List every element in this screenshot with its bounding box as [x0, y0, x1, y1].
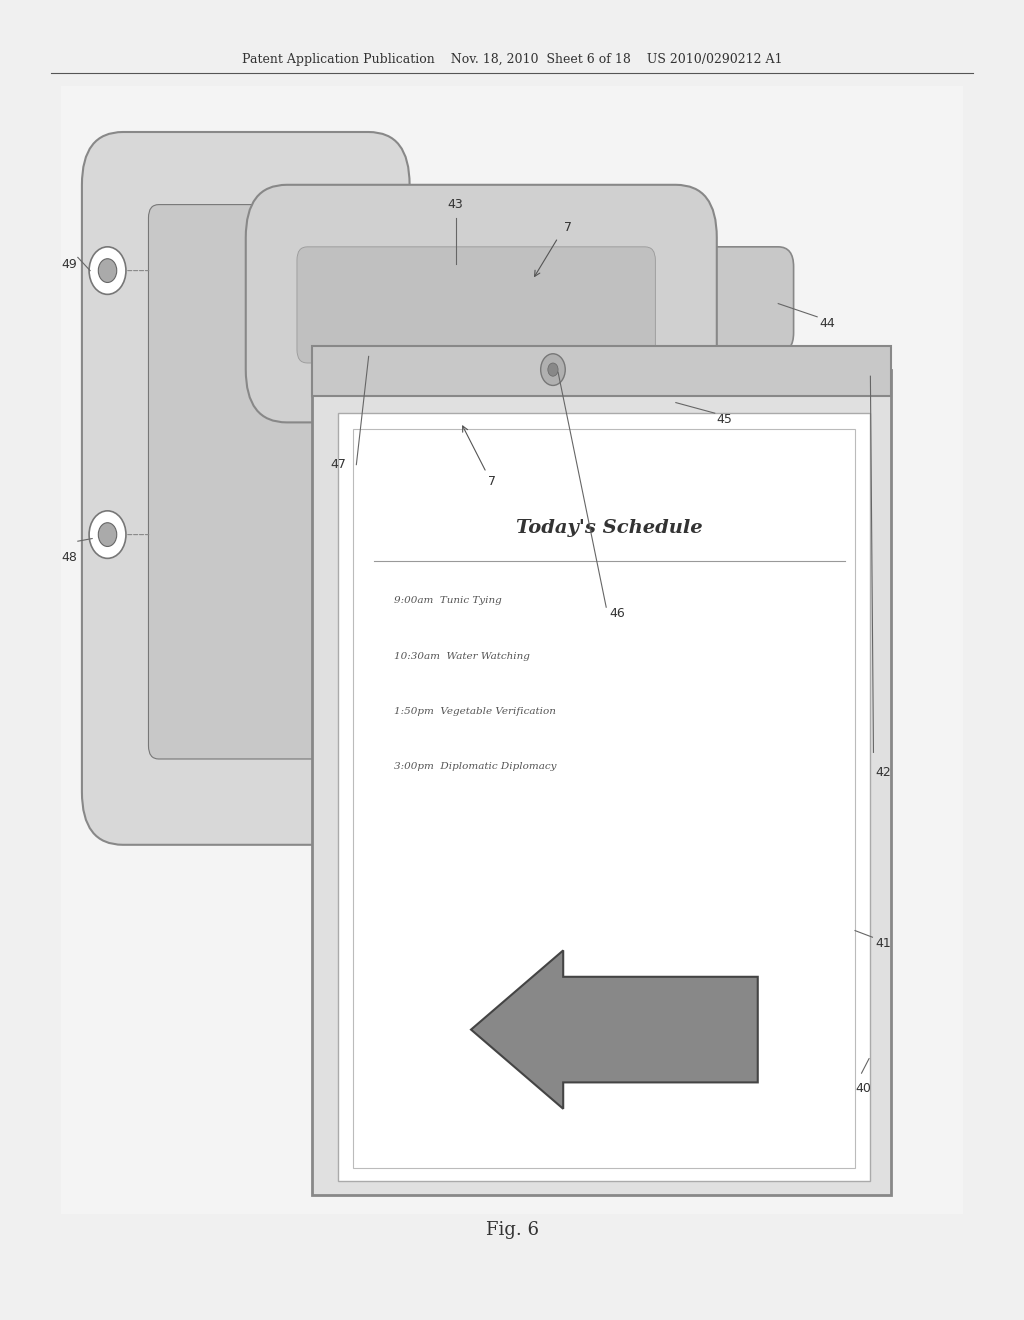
Text: Today's Schedule: Today's Schedule	[516, 519, 702, 537]
FancyBboxPatch shape	[338, 413, 870, 1181]
Circle shape	[98, 259, 117, 282]
Text: 7: 7	[564, 220, 572, 234]
FancyBboxPatch shape	[312, 346, 891, 396]
Circle shape	[98, 523, 117, 546]
Text: 48: 48	[60, 550, 77, 564]
Text: 45: 45	[717, 413, 733, 426]
Text: Patent Application Publication    Nov. 18, 2010  Sheet 6 of 18    US 2010/029021: Patent Application Publication Nov. 18, …	[242, 53, 782, 66]
Circle shape	[89, 511, 126, 558]
Text: 46: 46	[609, 607, 625, 620]
Text: 41: 41	[876, 937, 891, 950]
Text: 1:50pm  Vegetable Verification: 1:50pm Vegetable Verification	[394, 708, 556, 715]
FancyBboxPatch shape	[312, 370, 891, 1195]
FancyBboxPatch shape	[61, 86, 963, 1214]
Circle shape	[541, 354, 565, 385]
Text: 9:00am  Tunic Tying: 9:00am Tunic Tying	[394, 597, 502, 605]
Text: 49: 49	[61, 257, 77, 271]
Text: Fig. 6: Fig. 6	[485, 1221, 539, 1239]
FancyBboxPatch shape	[148, 205, 338, 759]
FancyBboxPatch shape	[671, 247, 794, 352]
Text: 44: 44	[819, 317, 835, 330]
Text: 10:30am  Water Watching: 10:30am Water Watching	[394, 652, 530, 660]
FancyBboxPatch shape	[246, 185, 717, 422]
Polygon shape	[471, 950, 758, 1109]
Text: 42: 42	[876, 766, 891, 779]
Text: 40: 40	[855, 1082, 871, 1096]
FancyBboxPatch shape	[82, 132, 410, 845]
Circle shape	[548, 363, 558, 376]
Text: 43: 43	[447, 198, 464, 211]
Text: 47: 47	[330, 458, 346, 471]
Circle shape	[89, 247, 126, 294]
FancyBboxPatch shape	[297, 247, 655, 363]
Text: 3:00pm  Diplomatic Diplomacy: 3:00pm Diplomatic Diplomacy	[394, 763, 557, 771]
Text: 7: 7	[487, 475, 496, 488]
